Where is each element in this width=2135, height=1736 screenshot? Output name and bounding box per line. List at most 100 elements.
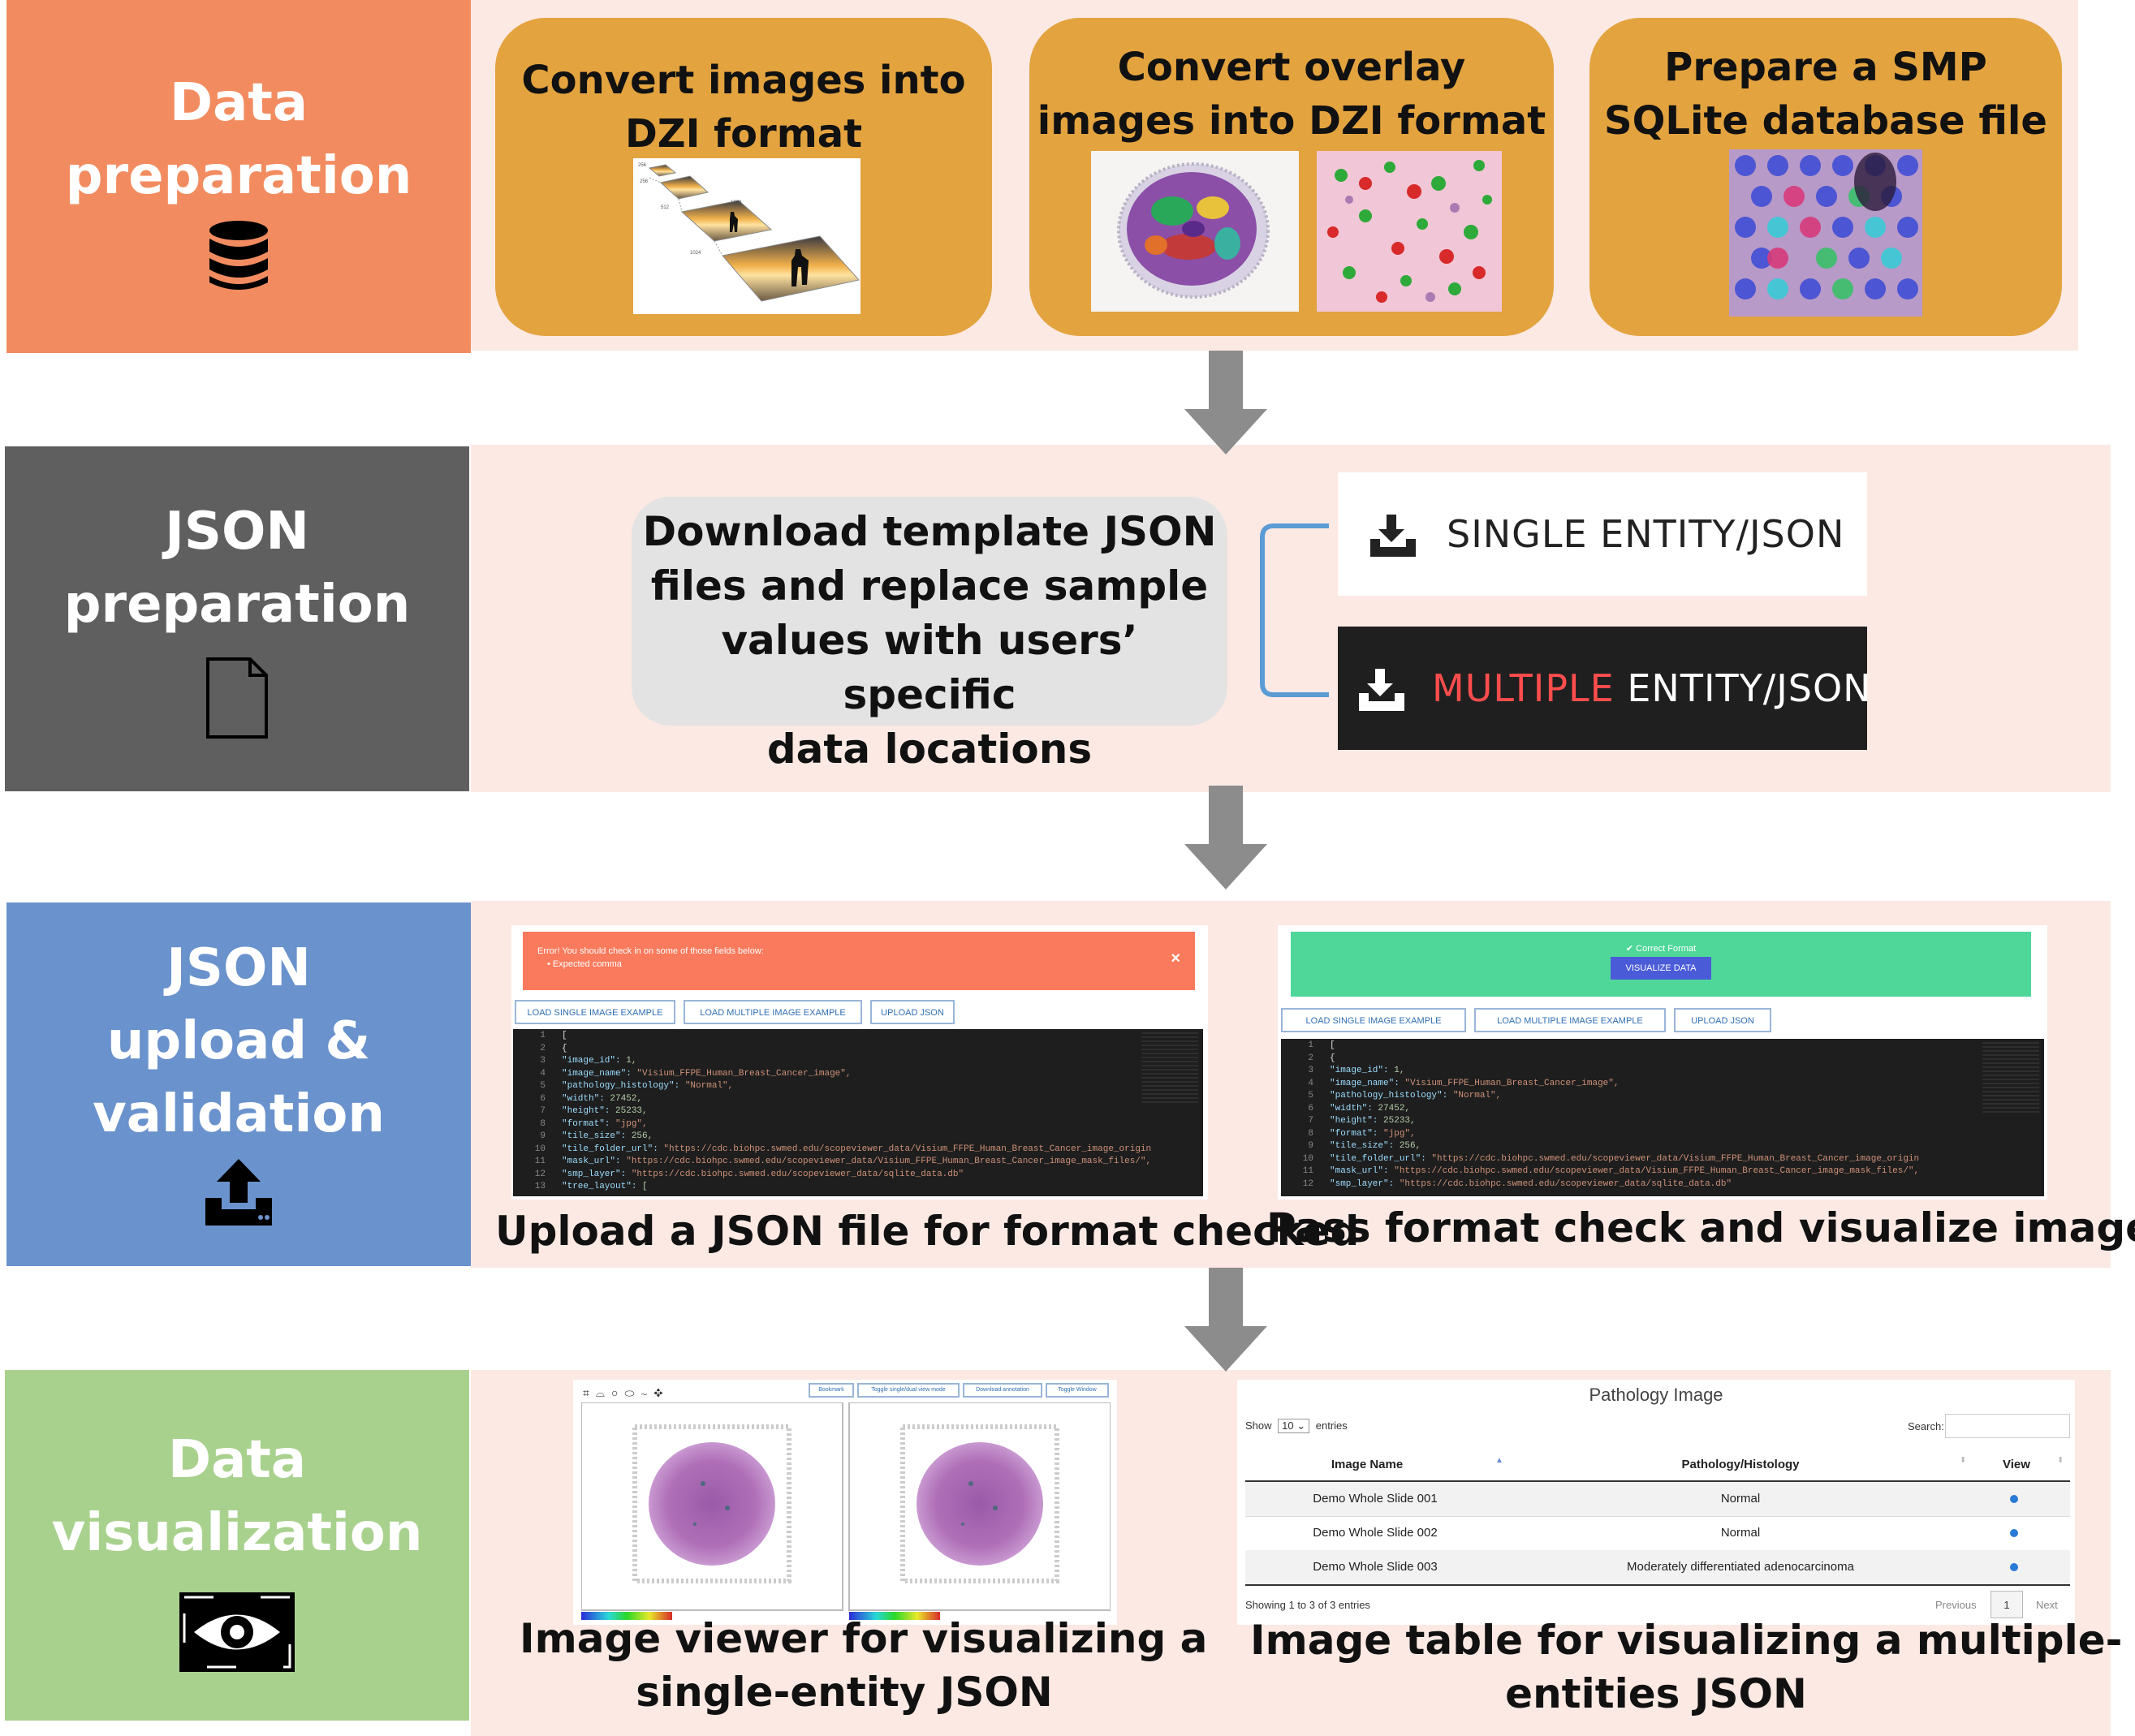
load-multiple-example-button[interactable]: LOAD MULTIPLE IMAGE EXAMPLE	[684, 1000, 862, 1024]
load-multiple-example-button[interactable]: LOAD MULTIPLE IMAGE EXAMPLE	[1474, 1008, 1666, 1032]
view-icon[interactable]	[2010, 1563, 2018, 1571]
code-line: "image_id": 1,	[562, 1056, 637, 1066]
view-icon[interactable]	[2010, 1529, 2018, 1537]
sort-icon: ⬍	[1960, 1456, 1967, 1465]
line-number: 12	[534, 1169, 546, 1179]
caption-upload-left: Upload a JSON file for format checked	[495, 1208, 1360, 1255]
box-line1: Convert overlay	[1117, 45, 1466, 90]
template-line3: values with users’ specific	[721, 617, 1138, 718]
line-number: 9	[1308, 1141, 1313, 1151]
entity-json-word: ENTITY/JSON	[1614, 666, 1872, 710]
header-image-name[interactable]: Image Name	[1331, 1458, 1404, 1471]
circle-tool-icon[interactable]: ○	[610, 1386, 625, 1399]
code-line: "tree_layout": [	[562, 1182, 648, 1191]
viewer-toolbar: ⌗⌓○⬭∼✥	[583, 1386, 669, 1400]
error-title: Error! You should check in on some of th…	[537, 946, 764, 956]
overlay-nuclei-thumbnail	[1317, 151, 1502, 312]
search-label: Search:	[1908, 1420, 1944, 1432]
toggle-window-button[interactable]: Toggle Window	[1046, 1383, 1109, 1398]
success-title-text: Correct Format	[1636, 944, 1697, 954]
code-line: "tile_size": 256,	[1330, 1141, 1421, 1151]
search-input[interactable]	[1945, 1414, 2070, 1438]
smp-spots-thumbnail	[1729, 149, 1922, 317]
polygon-icon[interactable]: ⌓	[595, 1386, 611, 1399]
box-line2: images into DZI format	[1037, 98, 1546, 144]
box-line2: SQLite database file	[1604, 98, 2047, 144]
caption-viewer-line2: single-entity JSON	[636, 1669, 1053, 1716]
caption-table: Image table for visualizing a multiple- …	[1250, 1613, 2123, 1721]
line-number: 7	[1308, 1116, 1313, 1126]
template-line2: files and replace sample	[650, 562, 1209, 610]
single-entity-json-button[interactable]: SINGLE ENTITY/JSON	[1338, 472, 1867, 596]
stage-title-line1: Data	[167, 1430, 307, 1490]
entries-label: entries	[1315, 1419, 1348, 1432]
line-number: 2	[540, 1043, 546, 1053]
move-icon[interactable]: ✥	[653, 1386, 670, 1399]
line-number: 2	[1308, 1053, 1313, 1063]
show-label: Show	[1245, 1419, 1272, 1432]
json-editor[interactable]: 1 [2 {3 "image_id": 1, 4 "image_name": "Vi…	[1281, 1039, 2044, 1196]
caption-table-line1: Image table for visualizing a multiple-	[1250, 1617, 2123, 1664]
single-entity-label: SINGLE ENTITY/JSON	[1447, 512, 1845, 556]
table-row[interactable]	[1245, 1482, 2070, 1516]
freehand-icon[interactable]: ∼	[640, 1386, 654, 1399]
line-number: 11	[534, 1157, 546, 1166]
image-viewer-screenshot: ⌗⌓○⬭∼✥ Bookmark Toggle single/dual view …	[573, 1380, 1117, 1625]
close-icon[interactable]: ×	[1171, 950, 1180, 967]
download-icon	[1359, 669, 1404, 711]
line-number: 4	[1308, 1078, 1313, 1088]
caption-viewer-line1: Image viewer for visualizing a	[520, 1615, 1208, 1662]
minimap[interactable]	[1141, 1032, 1198, 1105]
code-line: [	[1330, 1040, 1335, 1050]
previous-button[interactable]: Previous	[1935, 1599, 1977, 1611]
stage-title-line1: JSON	[165, 502, 309, 562]
line-number: 6	[540, 1093, 546, 1104]
overlay-tissue-thumbnail	[1091, 151, 1299, 312]
viewer-dual-panels[interactable]	[581, 1402, 1111, 1622]
load-single-example-button[interactable]: LOAD SINGLE IMAGE EXAMPLE	[1281, 1008, 1466, 1032]
multiple-entity-label: MULTIPLE ENTITY/JSON	[1432, 664, 1872, 713]
caption-viewer: Image viewer for visualizing a single-en…	[520, 1612, 1208, 1719]
stage-title-line2: visualization	[51, 1503, 423, 1563]
stage-data-preparation: Data preparation	[6, 0, 471, 353]
svg-text:512: 512	[661, 205, 670, 210]
toggle-view-mode-button[interactable]: Toggle single/dual view mode	[857, 1383, 960, 1398]
eye-icon	[179, 1592, 295, 1672]
ellipse-tool-icon[interactable]: ⬭	[624, 1386, 641, 1399]
line-number: 3	[540, 1056, 546, 1066]
rect-select-icon[interactable]: ⌗	[583, 1386, 596, 1399]
line-number: 11	[1302, 1166, 1313, 1176]
load-single-example-button[interactable]: LOAD SINGLE IMAGE EXAMPLE	[515, 1000, 675, 1024]
stage-title-line1: Data	[169, 73, 308, 133]
image-table-screenshot: Pathology Image Show 10 ⌄ entries Search…	[1237, 1380, 2075, 1625]
table-row[interactable]	[1245, 1516, 2070, 1551]
header-pathology[interactable]: Pathology/Histology	[1681, 1458, 1800, 1471]
cell-image-name: Demo Whole Slide 001	[1313, 1492, 1438, 1506]
download-annotation-button[interactable]: Download annotation	[963, 1383, 1042, 1398]
table-row[interactable]	[1245, 1550, 2070, 1584]
bookmark-button[interactable]: Bookmark	[809, 1383, 854, 1398]
code-line: "image_name": "Visium_FFPE_Human_Breast_…	[1330, 1078, 1620, 1088]
next-button[interactable]: Next	[2036, 1599, 2058, 1611]
show-select[interactable]: 10 ⌄	[1278, 1419, 1310, 1433]
code-line: "format": "jpg",	[562, 1118, 648, 1129]
box-line2: DZI format	[624, 111, 863, 157]
arrow-down-2	[1184, 786, 1267, 890]
view-icon[interactable]	[2010, 1495, 2018, 1503]
code-line: "width": 27452,	[562, 1093, 643, 1104]
line-number: 5	[540, 1081, 546, 1091]
upload-json-button[interactable]: UPLOAD JSON	[1674, 1008, 1771, 1032]
visualize-data-button[interactable]: VISUALIZE DATA	[1611, 957, 1711, 980]
multiple-entity-json-button[interactable]: MULTIPLE ENTITY/JSON	[1338, 627, 1871, 750]
header-view[interactable]: View	[2003, 1458, 2030, 1471]
bracket-connector	[1260, 523, 1329, 697]
cell-pathology: Normal	[1720, 1526, 1761, 1540]
line-number: 7	[540, 1106, 546, 1116]
page-1-button[interactable]: 1	[1991, 1591, 2023, 1618]
upload-json-button[interactable]: UPLOAD JSON	[870, 1000, 955, 1024]
json-editor[interactable]: 1 [2 {3 "image_id": 1, 4 "image_name": "Vi…	[513, 1029, 1203, 1196]
minimap[interactable]	[1982, 1042, 2039, 1115]
database-icon	[209, 221, 268, 290]
stage-json-preparation: JSON preparation	[5, 446, 469, 791]
code-line: "height": 25233,	[562, 1106, 648, 1116]
